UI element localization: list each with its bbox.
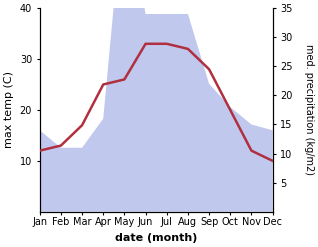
Y-axis label: med. precipitation (kg/m2): med. precipitation (kg/m2) bbox=[304, 44, 314, 175]
X-axis label: date (month): date (month) bbox=[115, 233, 197, 243]
Y-axis label: max temp (C): max temp (C) bbox=[4, 71, 14, 148]
